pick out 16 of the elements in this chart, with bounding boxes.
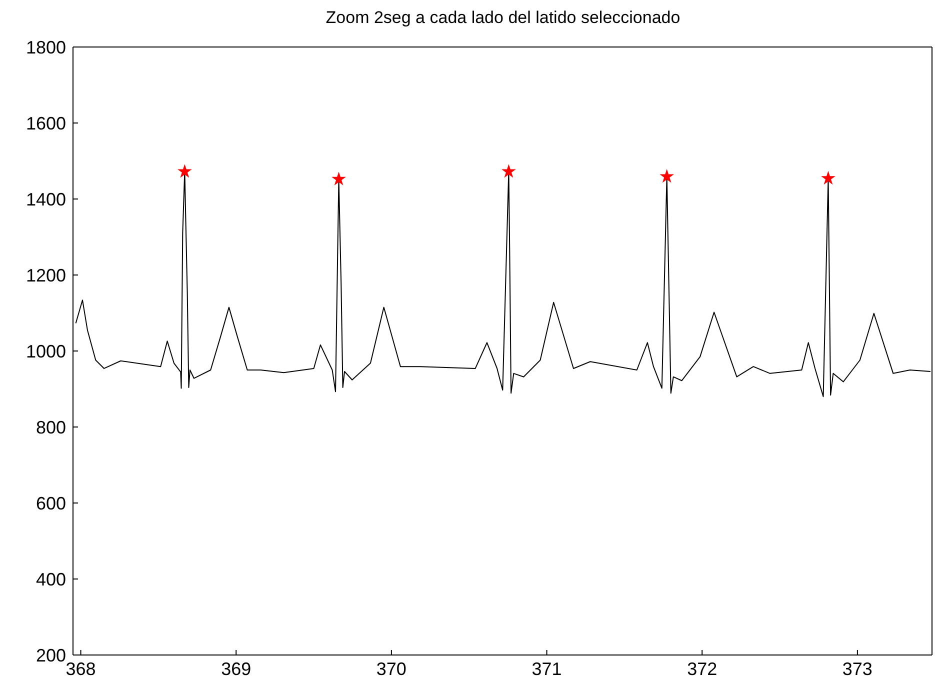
y-tick-label: 1400 [26,189,66,210]
x-tick-label: 368 [66,658,96,679]
y-tick-label: 600 [36,493,66,514]
x-tick-label: 373 [842,658,872,679]
y-tick-label: 1000 [26,341,66,362]
y-tick-label: 1200 [26,265,66,286]
y-tick-label: 400 [36,569,66,590]
y-tick-label: 200 [36,645,66,666]
y-tick-label: 1600 [26,113,66,134]
x-tick-label: 369 [221,658,252,679]
chart-title: Zoom 2seg a cada lado del latido seleccionado [324,8,682,28]
y-tick-label: 1800 [26,37,66,58]
x-tick-label: 371 [532,658,562,679]
y-tick-label: 800 [36,417,66,438]
x-tick-label: 372 [687,658,718,679]
x-tick-label: 370 [376,658,406,679]
